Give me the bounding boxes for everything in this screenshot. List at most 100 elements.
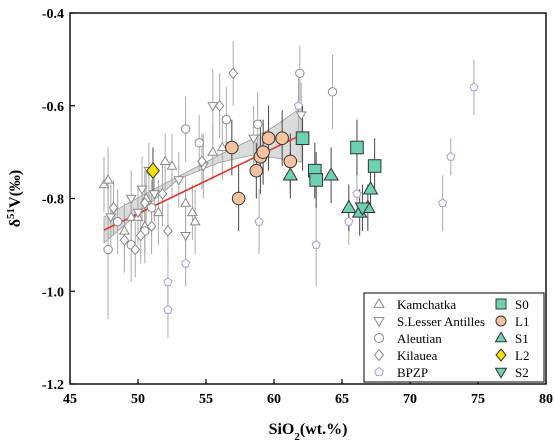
- legend-label: Kilauea: [397, 348, 438, 363]
- l1-point: [275, 131, 289, 146]
- s0-point: [350, 140, 364, 155]
- kilauea-point: [197, 155, 207, 168]
- aleutian-point: [103, 244, 113, 255]
- s1-point: [323, 167, 339, 181]
- aleutian-point: [221, 114, 232, 125]
- legend-marker: [373, 348, 385, 362]
- aleutian-point: [295, 68, 305, 78]
- x-tick-label: 60: [267, 392, 281, 407]
- aleutian-point: [327, 87, 338, 97]
- legend-label: S1: [515, 331, 529, 346]
- bpzp-point: [311, 240, 321, 249]
- legend-marker: [373, 317, 385, 328]
- data-points: [98, 67, 479, 314]
- kamchatka-point: [216, 141, 228, 152]
- x-tick-label: 80: [539, 392, 553, 407]
- s-lesser-antilles-point: [136, 185, 148, 196]
- x-axis-title-subscript: 2: [294, 431, 300, 443]
- kamchatka-point: [186, 206, 198, 217]
- kamchatka-point: [180, 197, 192, 207]
- kamchatka-point: [207, 146, 219, 156]
- bpzp-point: [438, 198, 448, 208]
- aleutian-point: [194, 138, 204, 148]
- x-tick-label: 70: [403, 392, 417, 407]
- legend-marker: [495, 298, 507, 310]
- l1-point: [256, 145, 270, 159]
- x-axis-title: SiO2(wt.%): [269, 421, 348, 443]
- bpzp-point: [352, 189, 362, 198]
- bpzp-point: [469, 82, 479, 92]
- legend-label: BPZP: [397, 365, 428, 380]
- x-tick-label: 55: [199, 392, 213, 407]
- legend-label: S.Lesser Antilles: [397, 314, 485, 329]
- legend-label: Kamchatka: [397, 297, 456, 312]
- legend-box: [363, 292, 545, 383]
- y-tick-label: -1.0: [42, 285, 64, 300]
- kilauea-point: [130, 243, 141, 256]
- kamchatka-point: [189, 215, 201, 226]
- s0-point: [367, 159, 382, 173]
- s-lesser-antilles-point: [105, 213, 117, 223]
- s1-point: [282, 167, 299, 181]
- legend-marker: [495, 315, 507, 327]
- bpzp-point: [254, 216, 264, 226]
- kamchatka-point: [98, 178, 110, 189]
- s-lesser-antilles-point: [295, 111, 307, 121]
- kilauea-point: [228, 67, 239, 80]
- aleutian-point: [146, 203, 157, 213]
- l1-point: [283, 154, 298, 169]
- kilauea-point: [119, 234, 130, 247]
- legend-marker: [374, 366, 384, 377]
- s-lesser-antilles-point: [180, 231, 192, 242]
- legend: Kamchatka S.Lesser Antilles Aleutian Kilaue…: [363, 292, 545, 383]
- legend-label: S0: [515, 297, 529, 312]
- x-axis-title-unit: (wt.%): [300, 421, 348, 438]
- y-tick-label: -1.2: [42, 378, 64, 393]
- y-axis-title-unit: V(‰): [7, 170, 24, 208]
- s-lesser-antilles-point: [125, 194, 137, 205]
- s-lesser-antilles-point: [248, 134, 260, 145]
- s1-point: [362, 180, 379, 195]
- kilauea-point: [146, 220, 157, 233]
- y-axis-title-superscript: 51: [5, 208, 17, 219]
- kamchatka-point: [118, 225, 130, 235]
- legend-marker: [494, 367, 508, 379]
- y-axis-title: δ51V(‰): [5, 170, 24, 228]
- s0-point: [295, 131, 310, 146]
- legend-label: Aleutian: [397, 331, 442, 346]
- kilauea-point: [135, 229, 146, 242]
- kilauea-point: [108, 201, 119, 214]
- kamchatka-point: [102, 174, 114, 184]
- legend-marker: [374, 333, 384, 343]
- y-tick-label: -0.4: [42, 7, 64, 22]
- confidence-band-area: [103, 106, 302, 244]
- kamchatka-point: [152, 206, 164, 217]
- kilauea-point: [214, 99, 225, 112]
- axis-ticks: 45 50 55 60 65 70 75 80 -1.2 -1.0 -0.8 -0.6 -0.4: [42, 7, 553, 407]
- x-tick-label: 65: [335, 392, 349, 407]
- y-tick-label: -0.6: [42, 100, 64, 115]
- kilauea-point: [139, 197, 150, 209]
- legend-marker: [495, 348, 507, 362]
- bpzp-point: [293, 100, 304, 110]
- x-tick-label: 75: [471, 392, 485, 407]
- l1-point: [231, 191, 246, 206]
- bpzp-point: [181, 258, 191, 268]
- l1-point: [249, 163, 264, 178]
- bpzp-point: [163, 277, 173, 286]
- s-lesser-antilles-point: [132, 208, 144, 219]
- s-lesser-antilles-point: [173, 176, 185, 186]
- y-tick-label: -0.8: [42, 193, 64, 208]
- s0-point: [309, 173, 323, 187]
- y-axis-title-delta: δ: [7, 219, 24, 227]
- bpzp-point: [446, 151, 456, 161]
- aleutian-point: [252, 119, 263, 130]
- x-axis-title-main: SiO: [269, 421, 295, 438]
- bpzp-point: [344, 216, 354, 226]
- s1-point: [341, 199, 357, 213]
- l2-point: [146, 162, 160, 180]
- legend-marker: [373, 297, 385, 308]
- confidence-band: [103, 106, 302, 244]
- l1-point: [225, 140, 239, 155]
